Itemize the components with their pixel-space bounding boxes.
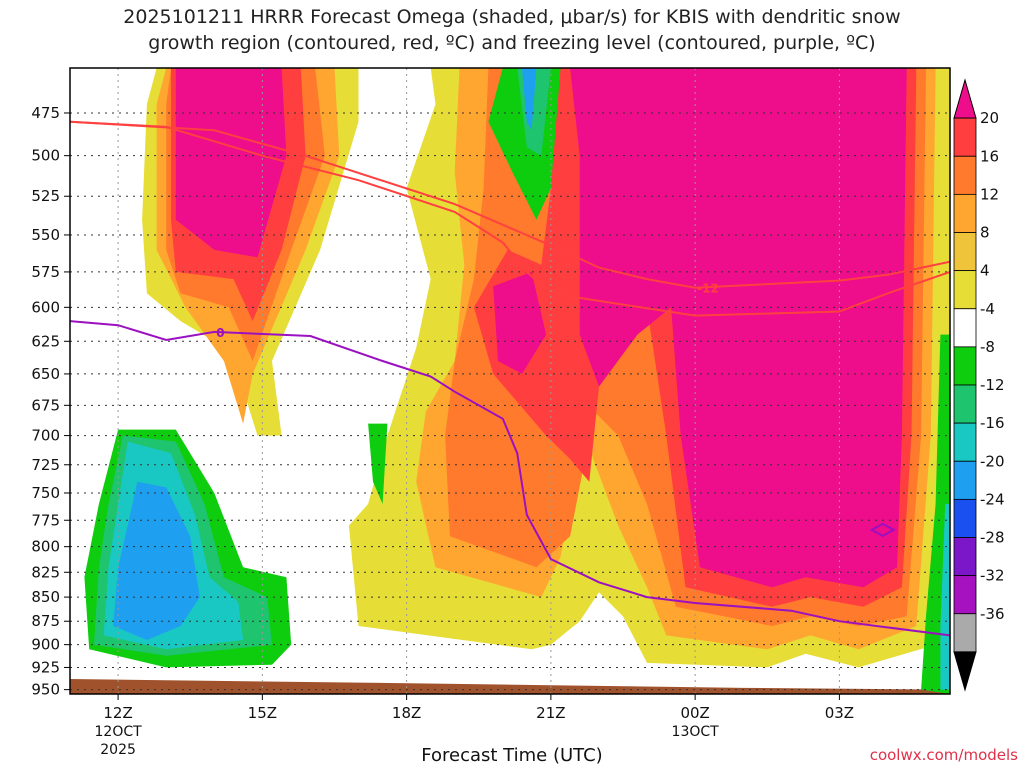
terrain-strip bbox=[70, 679, 950, 694]
colorbar-tick-label: 4 bbox=[980, 262, 990, 280]
x-axis-label: Forecast Time (UTC) bbox=[421, 745, 603, 766]
y-tick-label: 850 bbox=[31, 588, 60, 606]
y-tick-label: 875 bbox=[31, 612, 60, 630]
x-tick-label: 15Z bbox=[248, 704, 277, 722]
omega-region bbox=[522, 68, 537, 131]
y-tick-label: 550 bbox=[31, 226, 60, 244]
contours: -12 0 bbox=[70, 120, 950, 637]
omega-region bbox=[570, 68, 907, 588]
contour-line bbox=[70, 320, 950, 637]
y-tick-label: 700 bbox=[31, 427, 60, 445]
x-tick-label: 12Z bbox=[103, 704, 132, 722]
colorbar-swatch bbox=[953, 270, 977, 310]
colorbar-tick-label: -16 bbox=[980, 414, 1005, 432]
colorbar-swatch bbox=[953, 537, 977, 577]
colorbar-tick-label: -8 bbox=[980, 338, 995, 356]
colorbar-swatch bbox=[953, 346, 977, 386]
colorbar-tick-label: 12 bbox=[980, 185, 999, 203]
colorbar-swatch bbox=[953, 308, 977, 348]
freezing-diamond bbox=[869, 522, 896, 537]
y-tick-label: 625 bbox=[31, 332, 60, 350]
colorbar-cap-bottom bbox=[953, 651, 977, 692]
x-tick-label: 18Z bbox=[392, 704, 421, 722]
colorbar-tick-label: -12 bbox=[980, 376, 1005, 394]
colorbar-tick-label: 16 bbox=[980, 147, 999, 165]
colorbar-tick-label: 8 bbox=[980, 224, 990, 242]
x-tick-label: 21Z bbox=[536, 704, 565, 722]
y-tick-label: 575 bbox=[31, 263, 60, 281]
y-tick-label: 750 bbox=[31, 484, 60, 502]
y-tick-label: 950 bbox=[31, 681, 60, 699]
omega-region bbox=[113, 481, 200, 640]
colorbar-swatch bbox=[953, 460, 977, 500]
grid bbox=[70, 68, 950, 694]
colorbar-tick-label: 20 bbox=[980, 109, 999, 127]
plot-frame bbox=[69, 67, 951, 695]
y-tick-label: 600 bbox=[31, 298, 60, 316]
contour-line bbox=[70, 120, 950, 317]
x-tick-label: 03Z bbox=[825, 704, 854, 722]
colorbar-tick-label: -32 bbox=[980, 567, 1005, 585]
axes: 475 500 525 550 575 600 625 650 675 700 725 750 775 8… bbox=[31, 67, 951, 758]
colorbar-swatch bbox=[953, 117, 977, 157]
contour-line bbox=[70, 120, 950, 289]
contour-label: -12 bbox=[697, 282, 719, 296]
y-tick-label: 650 bbox=[31, 365, 60, 383]
y-tick-label: 800 bbox=[31, 538, 60, 556]
y-tick-label: 675 bbox=[31, 396, 60, 414]
title-line-2: growth region (contoured, red, ºC) and f… bbox=[148, 32, 876, 54]
watermark[interactable]: coolwx.com/models bbox=[869, 746, 1018, 764]
colorbar-swatch bbox=[953, 498, 977, 538]
y-tick-label: 475 bbox=[31, 104, 60, 122]
colorbar-swatch bbox=[953, 575, 977, 615]
x-tick-sublabel: 13OCT bbox=[672, 724, 720, 740]
y-tick-label: 925 bbox=[31, 658, 60, 676]
omega-region bbox=[175, 68, 287, 258]
y-tick-label: 500 bbox=[31, 147, 60, 165]
colorbar-swatch bbox=[953, 193, 977, 233]
colorbar-cap-top bbox=[953, 78, 977, 119]
colorbar-swatch bbox=[953, 155, 977, 195]
y-tick-label: 775 bbox=[31, 511, 60, 529]
omega-region bbox=[493, 271, 547, 374]
x-tick-sublabel: 12OCT bbox=[95, 724, 143, 740]
colorbar-tick-label: -4 bbox=[980, 300, 995, 318]
y-tick-label: 725 bbox=[31, 456, 60, 474]
y-tick-label: 900 bbox=[31, 636, 60, 654]
chart-title: 2025101211 HRRR Forecast Omega (shaded, … bbox=[0, 4, 1024, 56]
y-tick-label: 825 bbox=[31, 563, 60, 581]
colorbar-tick-label: -24 bbox=[980, 490, 1005, 508]
colorbar-swatch bbox=[953, 613, 977, 653]
omega-region bbox=[368, 423, 388, 504]
colorbar-swatch bbox=[953, 384, 977, 424]
colorbar-swatch bbox=[953, 232, 977, 272]
title-line-1: 2025101211 HRRR Forecast Omega (shaded, … bbox=[123, 6, 901, 28]
colorbar-tick-label: -28 bbox=[980, 529, 1005, 547]
colorbar-swatch bbox=[953, 422, 977, 462]
colorbar-tick-label: -36 bbox=[980, 605, 1005, 623]
x-tick-label: 00Z bbox=[680, 704, 709, 722]
omega-shading bbox=[70, 68, 950, 694]
x-tick-sublabel: 2025 bbox=[100, 742, 136, 758]
y-tick-label: 525 bbox=[31, 187, 60, 205]
contour-label: 0 bbox=[216, 326, 224, 340]
colorbar-tick-label: -20 bbox=[980, 452, 1005, 470]
colorbar: 20 16 12 8 4 -4 -8 -12 -16 -20 -24 -28 -32 -36 bbox=[953, 78, 1005, 692]
